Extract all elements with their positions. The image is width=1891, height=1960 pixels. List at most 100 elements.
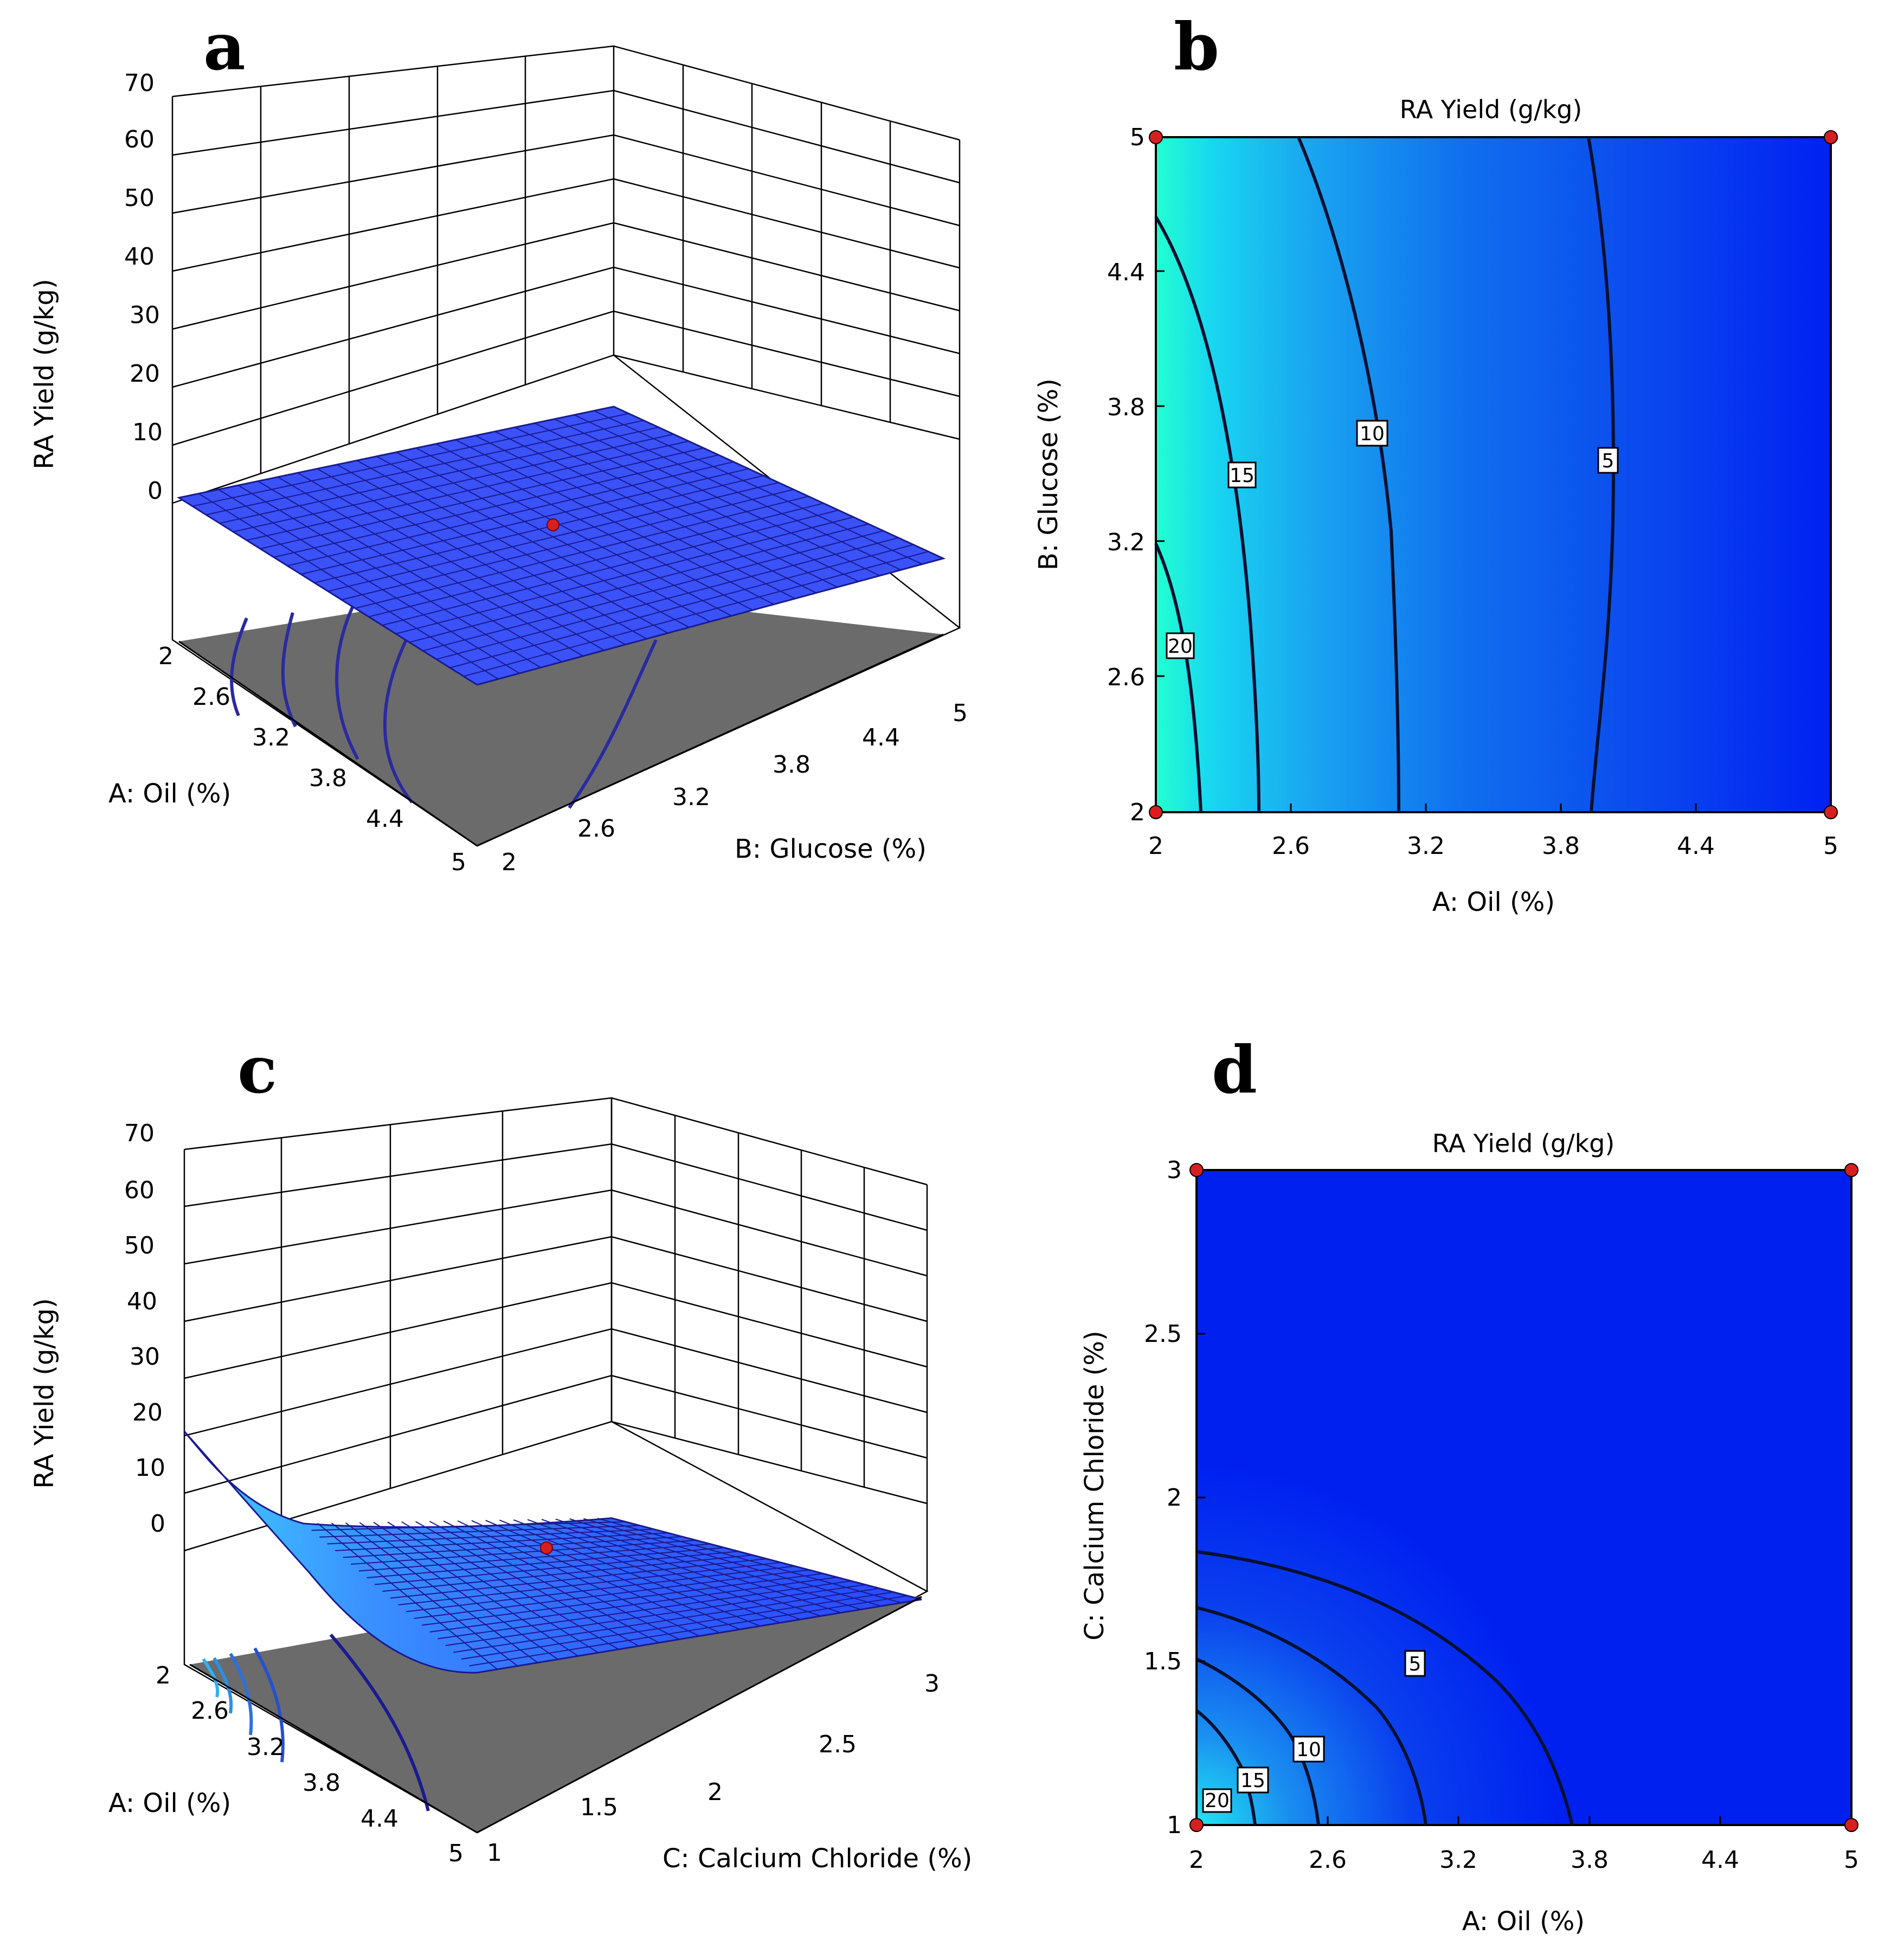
- design-points-b: [1149, 130, 1838, 819]
- x-tick-b: 2: [1148, 832, 1163, 860]
- y-tick-d: 1: [1167, 1811, 1182, 1839]
- y-tick-a: 4.4: [862, 724, 900, 751]
- surface-mesh-line: [429, 1577, 838, 1633]
- surface-mesh-line: [597, 1518, 902, 1604]
- x-tick-a: 2.6: [192, 683, 230, 711]
- x-tick-d: 2: [1189, 1846, 1204, 1874]
- y-tick-c: 2: [707, 1778, 723, 1806]
- surface-mesh-a: [192, 410, 929, 680]
- z-tick-c: 0: [150, 1510, 165, 1538]
- y-tick-d: 3: [1167, 1156, 1182, 1184]
- x-tick-b: 3.8: [1542, 832, 1580, 860]
- x-tick-d: 4.4: [1701, 1846, 1739, 1874]
- surface-mesh-line: [554, 419, 880, 576]
- surface-mesh-line: [594, 410, 923, 565]
- contour-line-15: [1154, 216, 1260, 813]
- contour-label-5: 5: [1409, 1653, 1422, 1675]
- z-tick-c: 10: [135, 1454, 165, 1482]
- y-tick-c: 1: [487, 1839, 502, 1867]
- surface-mesh-line: [541, 1519, 821, 1617]
- y-tick-c: 2.5: [819, 1731, 857, 1758]
- response-surface-c: [183, 1431, 922, 1674]
- contour-label-box: [1227, 461, 1257, 489]
- contour-label-20: 20: [1205, 1790, 1230, 1812]
- x-ticks-b: 2 2.6 3.2 3.8 4.4 5 A: Oil (%): [1148, 832, 1838, 917]
- surface-mesh-line: [494, 430, 816, 594]
- surface-mesh-line: [455, 439, 774, 605]
- surface-plot-a: 70 60 50 40 30 20 10 0 RA Yield (g/kg) 2…: [29, 45, 968, 876]
- z-tick-c: 30: [130, 1343, 160, 1371]
- y-tick-b: 3.2: [1107, 529, 1145, 556]
- surface-mesh-line: [461, 1591, 894, 1660]
- surface-mesh-line: [368, 503, 824, 618]
- surface-mesh-line: [469, 1595, 908, 1667]
- y-tick-a: 3.8: [773, 751, 811, 779]
- contour-line-20: [1154, 543, 1202, 813]
- surface-mesh-line: [409, 523, 869, 643]
- floor-contours-a: [230, 598, 658, 809]
- surface-mesh-line: [341, 489, 794, 601]
- contour-label-box: [1166, 632, 1195, 659]
- surface-mesh-line: [445, 1584, 866, 1646]
- x-ticks-d: 2 2.6 3.2 3.8 4.4 5 A: Oil (%): [1189, 1846, 1859, 1937]
- contour-label-box: [1404, 1650, 1426, 1677]
- x-tick-d: 5: [1844, 1846, 1859, 1874]
- surface-mesh-line: [406, 1565, 795, 1612]
- surface-mesh-line: [422, 1573, 824, 1626]
- panel-letter-c: c: [237, 1032, 277, 1108]
- z-tick-c: 70: [124, 1120, 155, 1147]
- y-ticks-d: 1 1.5 2 2.5 3 C: Calcium Chloride (%): [1079, 1156, 1721, 1839]
- contour-title-d: RA Yield (g/kg): [1432, 1129, 1615, 1158]
- y-tick-a: 5: [953, 699, 968, 727]
- y-tick-b: 5: [1130, 124, 1145, 151]
- x-tick-b: 2.6: [1272, 832, 1310, 860]
- contour-line-5: [1587, 137, 1616, 813]
- y-axis-label-b: B: Glucose (%): [1033, 378, 1064, 570]
- design-point-a: [546, 518, 559, 531]
- z-tick-a: 30: [130, 301, 160, 329]
- y-tick-a: 2: [501, 849, 517, 876]
- contour-label-box: [1597, 447, 1619, 474]
- back-wall-grid-c: [183, 1097, 929, 1834]
- contour-plot-b: RA Yield (g/kg) 20 15 10 5: [1033, 95, 1838, 917]
- z-tick-a: 50: [124, 184, 155, 212]
- x-axis-a: [178, 633, 944, 847]
- y-tick-c: 3: [924, 1670, 940, 1698]
- contour-field-d: [1195, 1169, 1853, 1826]
- y-tick-d: 2: [1167, 1484, 1182, 1512]
- surface-mesh-line: [471, 1520, 720, 1634]
- z-tick-a: 70: [124, 69, 155, 97]
- surface-mesh-line: [463, 551, 929, 677]
- surface-mesh-line: [499, 1519, 761, 1627]
- contour-label-15: 15: [1240, 1770, 1265, 1792]
- x-tick-d: 2.6: [1309, 1846, 1347, 1874]
- surface-mesh-line: [475, 435, 795, 600]
- x-axis-c: [189, 1596, 922, 1834]
- y-tick-b: 2.6: [1107, 664, 1145, 691]
- z-tick-a: 60: [124, 126, 155, 153]
- x-tick-c: 4.4: [361, 1805, 398, 1833]
- contour-lines-b: [1154, 136, 1616, 813]
- x-tick-d: 3.2: [1439, 1846, 1477, 1874]
- surface-mesh-line: [438, 1580, 852, 1640]
- contour-label-10: 10: [1360, 423, 1385, 445]
- x-tick-c: 3.8: [303, 1769, 340, 1797]
- z-axis-label-a: RA Yield (g/kg): [29, 279, 60, 469]
- contour-label-box: [1292, 1736, 1325, 1763]
- contour-line-10: [1297, 136, 1400, 813]
- x-tick-a: 3.2: [252, 724, 290, 751]
- y-ticks-c: 1 1.5 2 2.5 3 C: Calcium Chloride (%): [487, 1670, 972, 1874]
- floor-a: [179, 586, 943, 846]
- z-axis-a: 70 60 50 40 30 20 10 0 RA Yield (g/kg): [29, 69, 163, 505]
- design-points-d: [1189, 1163, 1858, 1832]
- x-axis-label-a: A: Oil (%): [108, 779, 231, 809]
- contour-label-10: 10: [1296, 1739, 1321, 1761]
- surface-mesh-line: [436, 537, 899, 660]
- surface-mesh-line: [449, 544, 914, 669]
- surface-mesh-line: [382, 509, 839, 626]
- surface-plot-c: 70 60 50 40 30 20 10 0 RA Yield (g/kg) 2…: [29, 1097, 972, 1874]
- contour-label-15: 15: [1230, 465, 1255, 487]
- x-tick-a: 3.8: [309, 764, 347, 792]
- y-tick-d: 2.5: [1144, 1320, 1182, 1348]
